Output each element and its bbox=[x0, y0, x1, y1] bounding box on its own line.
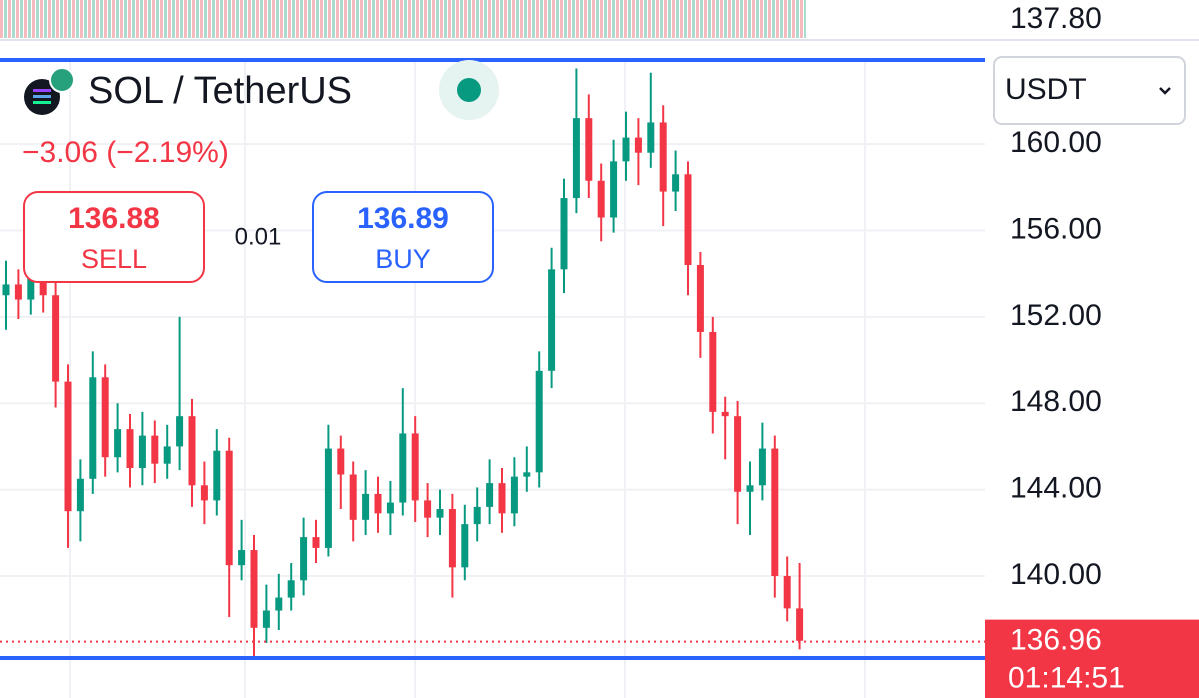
candle-body bbox=[498, 483, 506, 514]
candle-body bbox=[585, 118, 593, 181]
candle-body bbox=[213, 450, 221, 501]
candles bbox=[2, 68, 804, 659]
price-axis: 140.00 144.00 148.00 152.00 156.00 160.00 bbox=[1010, 126, 1102, 591]
candle-body bbox=[436, 509, 444, 518]
candle-body bbox=[101, 377, 109, 458]
candle-body bbox=[275, 597, 283, 611]
candle-body bbox=[746, 485, 754, 492]
current-price-badge bbox=[985, 619, 1199, 698]
sell-price: 136.88 bbox=[68, 202, 160, 235]
candle-body bbox=[225, 450, 233, 566]
candle-body bbox=[721, 411, 729, 417]
candle-body bbox=[374, 493, 382, 514]
candle-body bbox=[461, 524, 469, 568]
candle-body bbox=[200, 485, 208, 501]
currency-dropdown[interactable] bbox=[993, 56, 1186, 125]
candle-body bbox=[362, 493, 370, 520]
candle-body bbox=[448, 509, 456, 568]
candle-body bbox=[287, 580, 295, 598]
quote-logo bbox=[49, 67, 75, 93]
candle-body bbox=[76, 478, 84, 512]
candle-body bbox=[27, 269, 35, 300]
candle-body bbox=[473, 506, 481, 525]
candle-body bbox=[188, 416, 196, 486]
candle-body bbox=[324, 448, 332, 548]
candle-body bbox=[684, 174, 692, 266]
y-tick-label: 148.00 bbox=[1010, 385, 1102, 418]
candle-body bbox=[771, 448, 779, 576]
candle-body bbox=[734, 416, 742, 492]
candle-body bbox=[672, 174, 680, 192]
candle-body bbox=[510, 476, 518, 514]
market-open-dot bbox=[457, 78, 481, 102]
candle-body bbox=[312, 537, 320, 548]
candle-body bbox=[250, 550, 258, 628]
candle-body bbox=[634, 137, 642, 153]
sell-button[interactable] bbox=[23, 191, 205, 283]
candle-body bbox=[610, 161, 618, 218]
candle-body bbox=[2, 284, 10, 296]
symbol-header: SOL / TetherUS −3.06 (−2.19%) 136.88 SEL… bbox=[22, 60, 499, 283]
candle-body bbox=[523, 472, 531, 477]
y-tick-label: 140.00 bbox=[1010, 558, 1102, 591]
candle-body bbox=[486, 483, 494, 507]
candle-body bbox=[262, 610, 270, 628]
price-change: −3.06 (−2.19%) bbox=[22, 136, 229, 169]
y-tick-label: 156.00 bbox=[1010, 212, 1102, 245]
candle-body bbox=[163, 446, 171, 464]
last-price: 136.96 01:14:51 bbox=[0, 619, 1199, 698]
candle-body bbox=[138, 435, 146, 469]
y-tick-label: 160.00 bbox=[1010, 126, 1102, 159]
candle-body bbox=[176, 416, 184, 447]
candle-body bbox=[126, 429, 134, 469]
buy-button[interactable] bbox=[312, 191, 494, 283]
candle-body bbox=[709, 331, 717, 412]
bar-countdown: 01:14:51 bbox=[1008, 662, 1125, 695]
candle-body bbox=[659, 122, 667, 192]
candle-body bbox=[796, 608, 804, 641]
candle-body bbox=[399, 433, 407, 503]
candle-body bbox=[647, 122, 655, 153]
buy-price: 136.89 bbox=[357, 202, 449, 235]
sell-label: SELL bbox=[81, 244, 147, 274]
candle-body bbox=[114, 429, 122, 458]
spread: 0.01 bbox=[235, 223, 282, 250]
candle-body bbox=[64, 381, 72, 512]
buy-label: BUY bbox=[375, 244, 431, 274]
symbol-title[interactable]: SOL / TetherUS bbox=[88, 70, 352, 112]
candle-body bbox=[424, 500, 432, 518]
candle-body bbox=[597, 180, 605, 218]
candle-body bbox=[572, 118, 580, 199]
candle-body bbox=[783, 575, 791, 609]
current-price-label: 136.96 bbox=[1010, 624, 1102, 657]
candle-body bbox=[89, 377, 97, 479]
candle-body bbox=[52, 295, 60, 382]
candle-body bbox=[548, 269, 556, 371]
candle-body bbox=[349, 474, 357, 520]
candle-body bbox=[151, 435, 159, 464]
candle-body bbox=[411, 433, 419, 501]
candle-body bbox=[238, 550, 246, 566]
currency-label: USDT bbox=[1005, 73, 1087, 106]
upper-panel-price: 137.80 bbox=[1010, 2, 1102, 35]
dropdown-caret bbox=[1159, 87, 1171, 95]
candle-body bbox=[386, 502, 394, 514]
candle-body bbox=[14, 284, 22, 300]
candle-body bbox=[758, 448, 766, 486]
candle-body bbox=[622, 137, 630, 162]
candle-body bbox=[560, 198, 568, 270]
candle-body bbox=[696, 265, 704, 332]
candle-body bbox=[337, 448, 345, 475]
candle-body bbox=[300, 537, 308, 581]
upper-panel-bars bbox=[0, 0, 806, 38]
y-tick-label: 152.00 bbox=[1010, 299, 1102, 332]
y-tick-label: 144.00 bbox=[1010, 472, 1102, 505]
candle-body bbox=[535, 370, 543, 473]
